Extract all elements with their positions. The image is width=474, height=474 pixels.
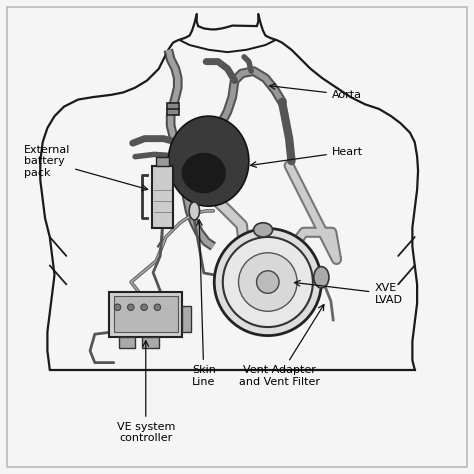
Text: XVE
LVAD: XVE LVAD (294, 281, 402, 305)
Circle shape (214, 228, 321, 336)
Circle shape (223, 237, 313, 327)
Circle shape (114, 304, 121, 310)
Circle shape (256, 271, 279, 293)
Ellipse shape (182, 153, 226, 193)
Bar (142, 337, 159, 348)
Circle shape (238, 253, 297, 311)
Bar (118, 337, 135, 348)
Text: Aorta: Aorta (270, 84, 362, 100)
Ellipse shape (254, 223, 273, 237)
Bar (167, 103, 179, 115)
Bar (109, 292, 182, 337)
Text: Heart: Heart (251, 146, 363, 167)
Bar (156, 157, 169, 166)
Text: External
battery
pack: External battery pack (24, 145, 148, 191)
Bar (114, 296, 178, 332)
Text: Vent Adapter
and Vent Filter: Vent Adapter and Vent Filter (239, 304, 324, 387)
Bar (182, 306, 191, 332)
Ellipse shape (314, 266, 329, 288)
Text: Skin
Line: Skin Line (192, 220, 216, 387)
Circle shape (141, 304, 147, 310)
Ellipse shape (189, 202, 200, 220)
Circle shape (128, 304, 134, 310)
Bar (152, 166, 173, 228)
Ellipse shape (168, 116, 249, 206)
Circle shape (154, 304, 161, 310)
Text: VE system
controller: VE system controller (117, 341, 175, 444)
